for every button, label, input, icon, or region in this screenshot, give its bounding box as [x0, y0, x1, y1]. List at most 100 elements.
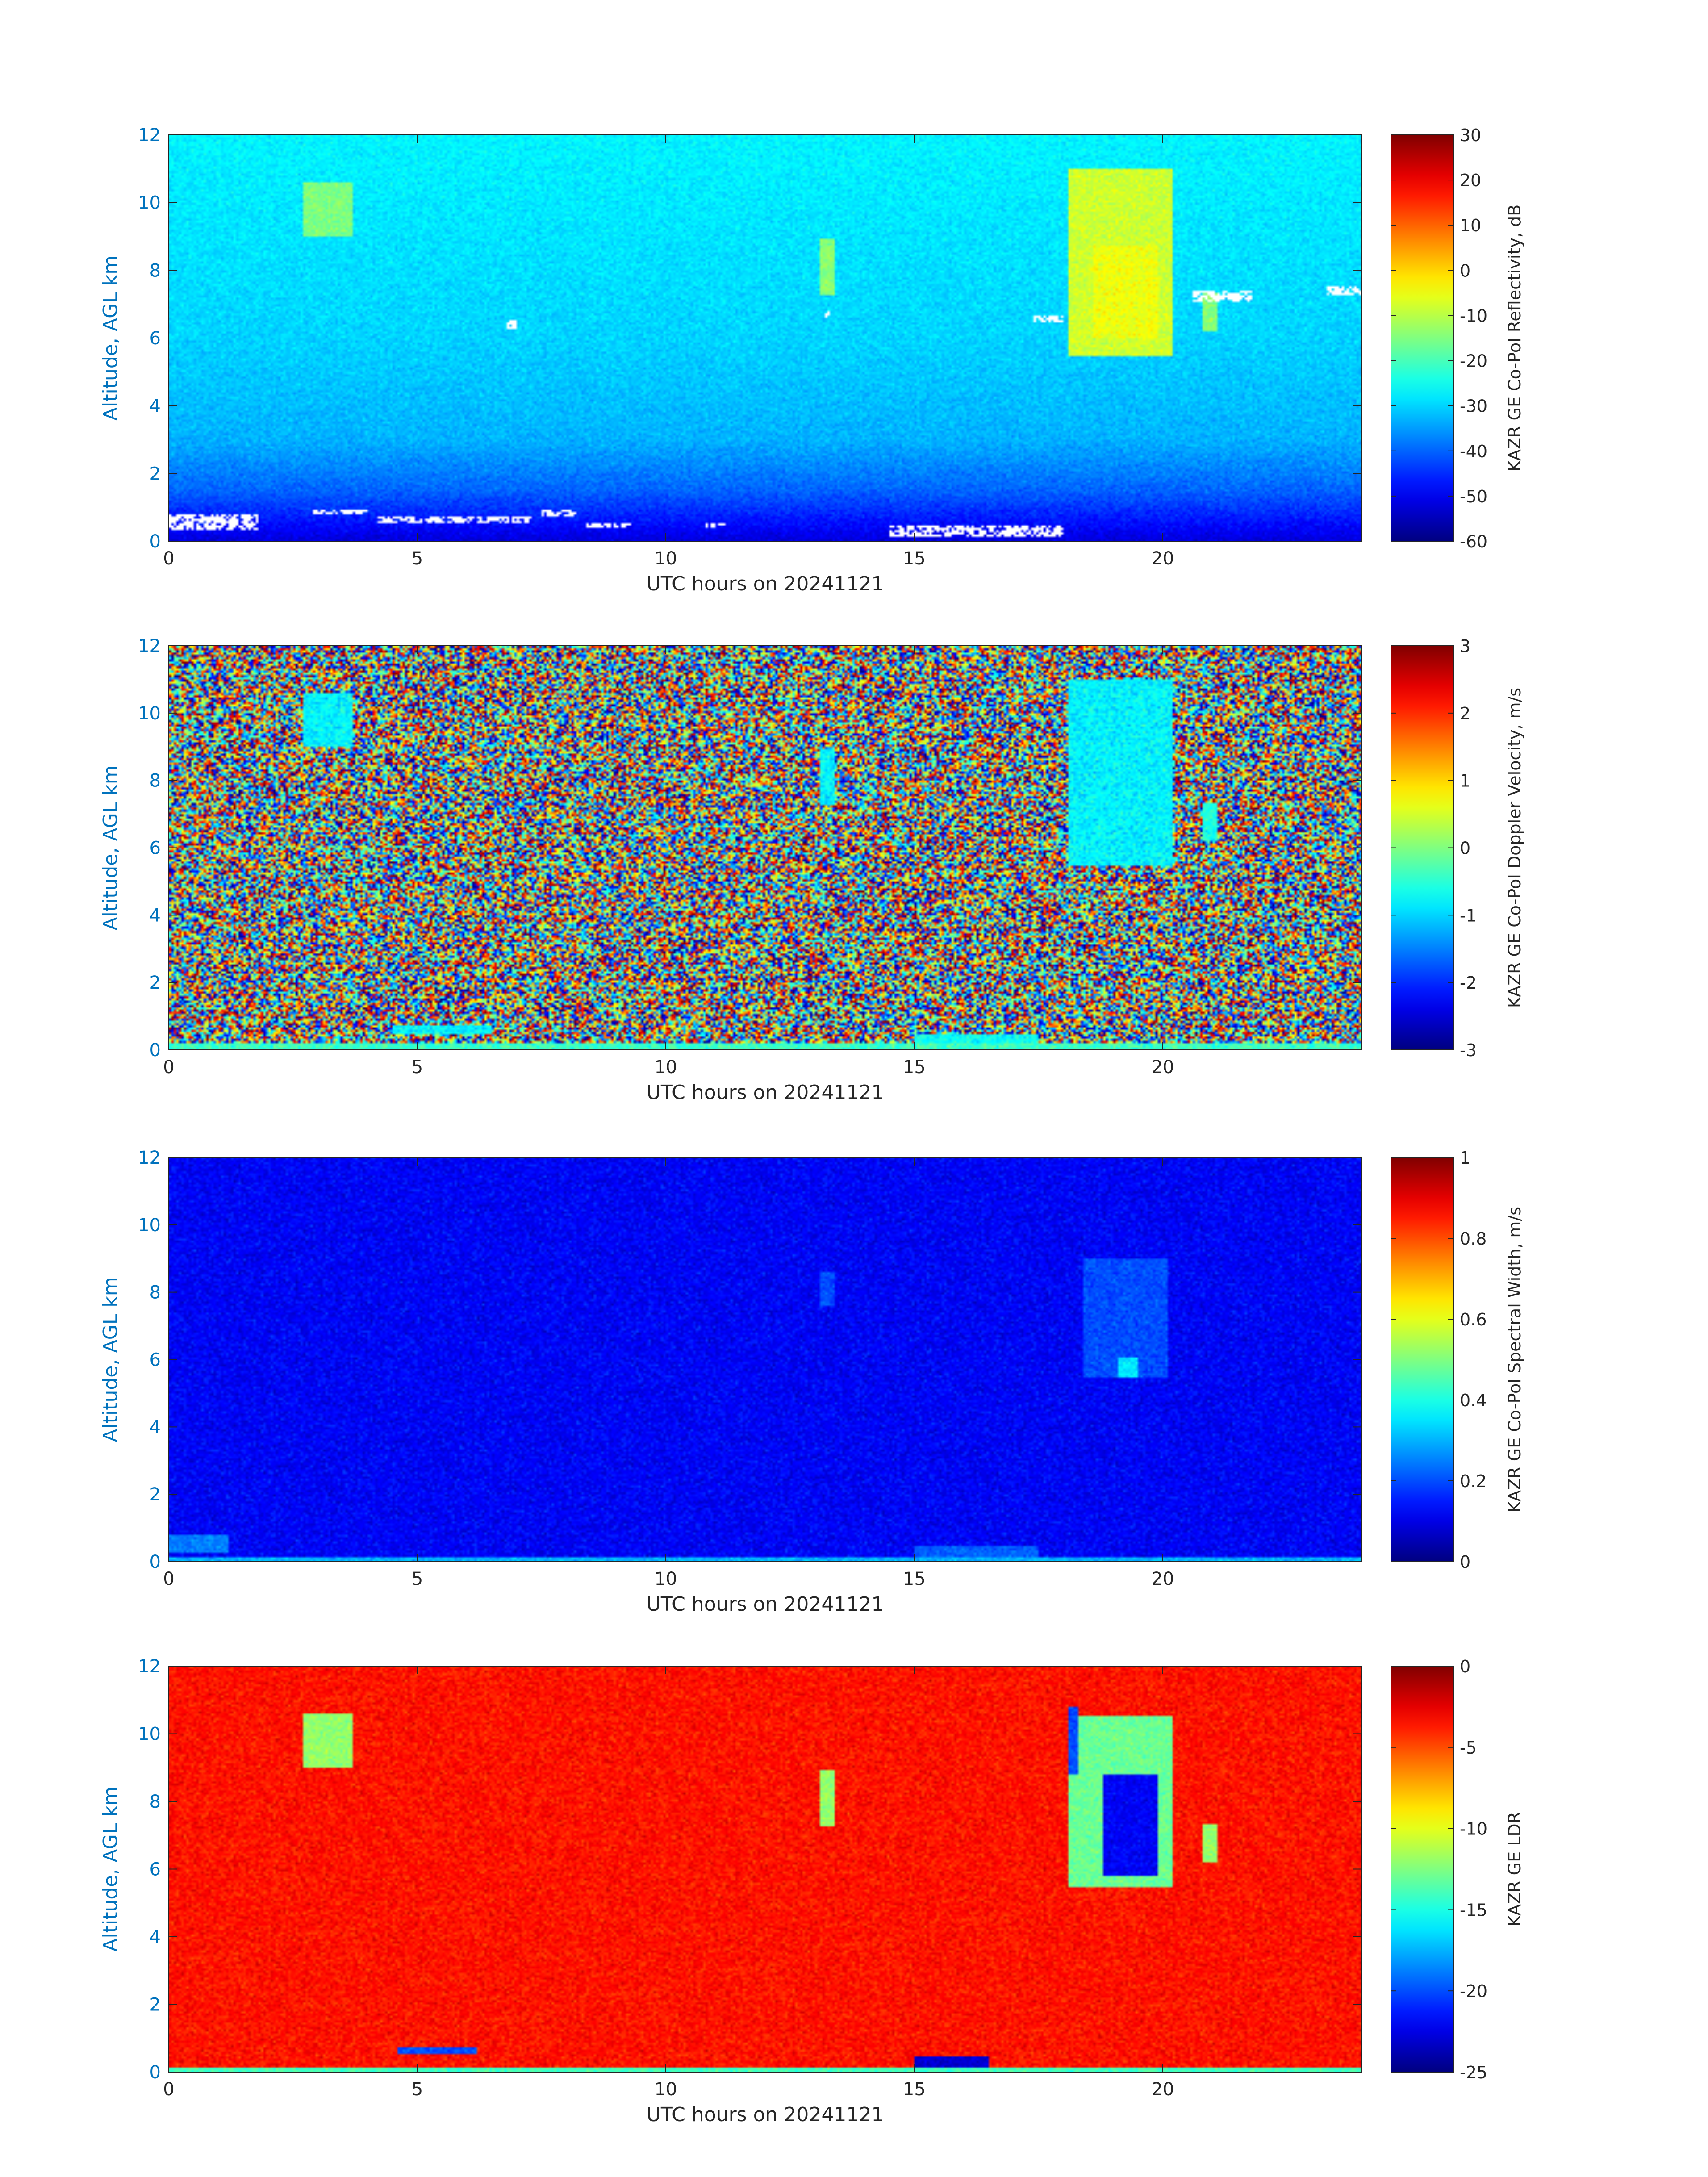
- colorbar-tick-label: 0: [1460, 1552, 1470, 1572]
- y-tick-label: 8: [150, 771, 161, 791]
- colorbar: 1 0.8 0.6 0.4 0.2 0 KAZR GE Co-Pol Spectral Wi…: [1391, 1148, 1524, 1572]
- colorbar-tick-label: 0.8: [1460, 1229, 1487, 1249]
- colorbar-tick-label: -5: [1460, 1738, 1477, 1758]
- x-tick-label: 10: [654, 548, 677, 569]
- colorbar-tick-label: -40: [1460, 442, 1487, 461]
- y-tick-label: 4: [150, 1927, 161, 1947]
- x-tick-label: 0: [163, 2079, 174, 2100]
- x-tick-label: 15: [903, 1569, 926, 1589]
- colorbar: 0 -5 -10 -15 -20 -25 KAZR GE LDR: [1391, 1657, 1524, 2082]
- y-tick-label: 0: [150, 1040, 161, 1061]
- y-tick-label: 12: [138, 1148, 161, 1168]
- x-axis-label: UTC hours on 20241121: [647, 1593, 884, 1616]
- x-tick-label: 15: [903, 2079, 926, 2100]
- y-tick-label: 10: [138, 703, 161, 724]
- colorbar-label: KAZR GE Co-Pol Reflectivity, dB: [1505, 205, 1524, 472]
- colorbar-tick-label: -2: [1460, 973, 1477, 993]
- colorbar-tick-label: 3: [1460, 636, 1470, 656]
- colorbar-tick-label: -10: [1460, 306, 1487, 326]
- x-tick-label: 5: [412, 2079, 423, 2100]
- y-tick-label: 2: [150, 973, 161, 993]
- colorbar-tick-label: -1: [1460, 906, 1477, 925]
- colorbar-tick-label: -15: [1460, 1900, 1487, 1920]
- y-tick-label: 12: [138, 636, 161, 656]
- x-axis-label: UTC hours on 20241121: [647, 1081, 884, 1104]
- y-tick-label: 10: [138, 1724, 161, 1745]
- heatmap-image: [169, 1666, 1361, 2072]
- colorbar-tick-label: -20: [1460, 351, 1487, 371]
- y-tick-label: 8: [150, 260, 161, 281]
- x-tick-label: 0: [163, 1569, 174, 1589]
- colorbar-tick-label: 20: [1460, 171, 1481, 190]
- x-tick-label: 10: [654, 1569, 677, 1589]
- x-tick-label: 5: [412, 1057, 423, 1078]
- colorbar-tick-label: 0.2: [1460, 1471, 1487, 1491]
- heatmap-image: [169, 646, 1361, 1050]
- x-tick-label: 15: [903, 548, 926, 569]
- y-tick-label: 6: [150, 328, 161, 349]
- colorbar-label: KAZR GE LDR: [1505, 1812, 1524, 1926]
- colorbar-gradient: [1391, 1157, 1454, 1562]
- colorbar: 3 2 1 0 -1 -2 -3 KAZR GE Co-Pol Doppler Velocit…: [1391, 636, 1524, 1060]
- colorbar-tick-label: 0.4: [1460, 1391, 1487, 1410]
- colorbar-tick-label: 0: [1460, 261, 1470, 280]
- y-tick-label: 6: [150, 1859, 161, 1880]
- y-tick-label: 4: [150, 396, 161, 417]
- x-tick-label: 20: [1151, 548, 1174, 569]
- x-tick-label: 0: [163, 548, 174, 569]
- y-tick-label: 10: [138, 193, 161, 213]
- y-axis-label: Altitude, AGL km: [99, 1786, 122, 1951]
- x-tick-label: 20: [1151, 2079, 1174, 2100]
- colorbar-tick-label: -60: [1460, 532, 1487, 552]
- x-tick-label: 5: [412, 1569, 423, 1589]
- colorbar-gradient: [1391, 645, 1454, 1050]
- x-tick-label: 20: [1151, 1569, 1174, 1589]
- x-tick-label: 10: [654, 2079, 677, 2100]
- y-tick-label: 12: [138, 1656, 161, 1677]
- panel-1: 0 5 10 15 20 0 2 4 6 8 10 12 UTC hours on 20241121 Al…: [99, 125, 1524, 595]
- x-axis-label: UTC hours on 20241121: [647, 2103, 884, 2126]
- colorbar-tick-label: -30: [1460, 397, 1487, 416]
- colorbar: 30 20 10 0 -10 -20 -30 -40 -50 -60 KAZR GE Co-Pol …: [1391, 125, 1524, 552]
- y-tick-label: 10: [138, 1215, 161, 1236]
- y-axis-label: Altitude, AGL km: [99, 1277, 122, 1442]
- y-tick-label: 0: [150, 531, 161, 552]
- colorbar-tick-label: 30: [1460, 125, 1481, 145]
- colorbar-gradient: [1391, 1666, 1454, 2073]
- y-tick-label: 0: [150, 1552, 161, 1572]
- x-axis-label: UTC hours on 20241121: [647, 572, 884, 595]
- colorbar-tick-label: -50: [1460, 487, 1487, 506]
- y-tick-label: 4: [150, 905, 161, 926]
- colorbar-label: KAZR GE Co-Pol Doppler Velocity, m/s: [1505, 688, 1524, 1008]
- colorbar-tick-label: 1: [1460, 771, 1470, 791]
- x-tick-label: 20: [1151, 1057, 1174, 1078]
- y-tick-label: 2: [150, 464, 161, 484]
- colorbar-tick-label: -20: [1460, 1981, 1487, 2001]
- x-tick-label: 10: [654, 1057, 677, 1078]
- y-tick-label: 6: [150, 838, 161, 859]
- x-tick-label: 0: [163, 1057, 174, 1078]
- colorbar-tick-label: -3: [1460, 1040, 1477, 1060]
- colorbar-tick-label: 1: [1460, 1148, 1470, 1168]
- y-tick-label: 8: [150, 1283, 161, 1303]
- colorbar-tick-label: 0: [1460, 1657, 1470, 1676]
- heatmap-image: [169, 1157, 1361, 1562]
- colorbar-tick-label: 0.6: [1460, 1310, 1487, 1329]
- colorbar-gradient: [1391, 134, 1454, 542]
- colorbar-tick-label: -10: [1460, 1819, 1487, 1839]
- colorbar-tick-label: 10: [1460, 216, 1481, 235]
- panel-4: 0 5 10 15 20 0 2 4 6 8 10 12 UTC hours on 20241121 Al…: [99, 1656, 1524, 2126]
- y-tick-label: 0: [150, 2062, 161, 2083]
- colorbar-tick-label: -25: [1460, 2063, 1487, 2082]
- y-axis-label: Altitude, AGL km: [99, 765, 122, 930]
- y-tick-label: 6: [150, 1350, 161, 1371]
- heatmap-image: [169, 135, 1361, 541]
- y-axis-label: Altitude, AGL km: [99, 255, 122, 421]
- colorbar-tick-label: 0: [1460, 839, 1470, 858]
- x-tick-label: 15: [903, 1057, 926, 1078]
- colorbar-tick-label: 2: [1460, 704, 1470, 723]
- y-tick-label: 4: [150, 1417, 161, 1437]
